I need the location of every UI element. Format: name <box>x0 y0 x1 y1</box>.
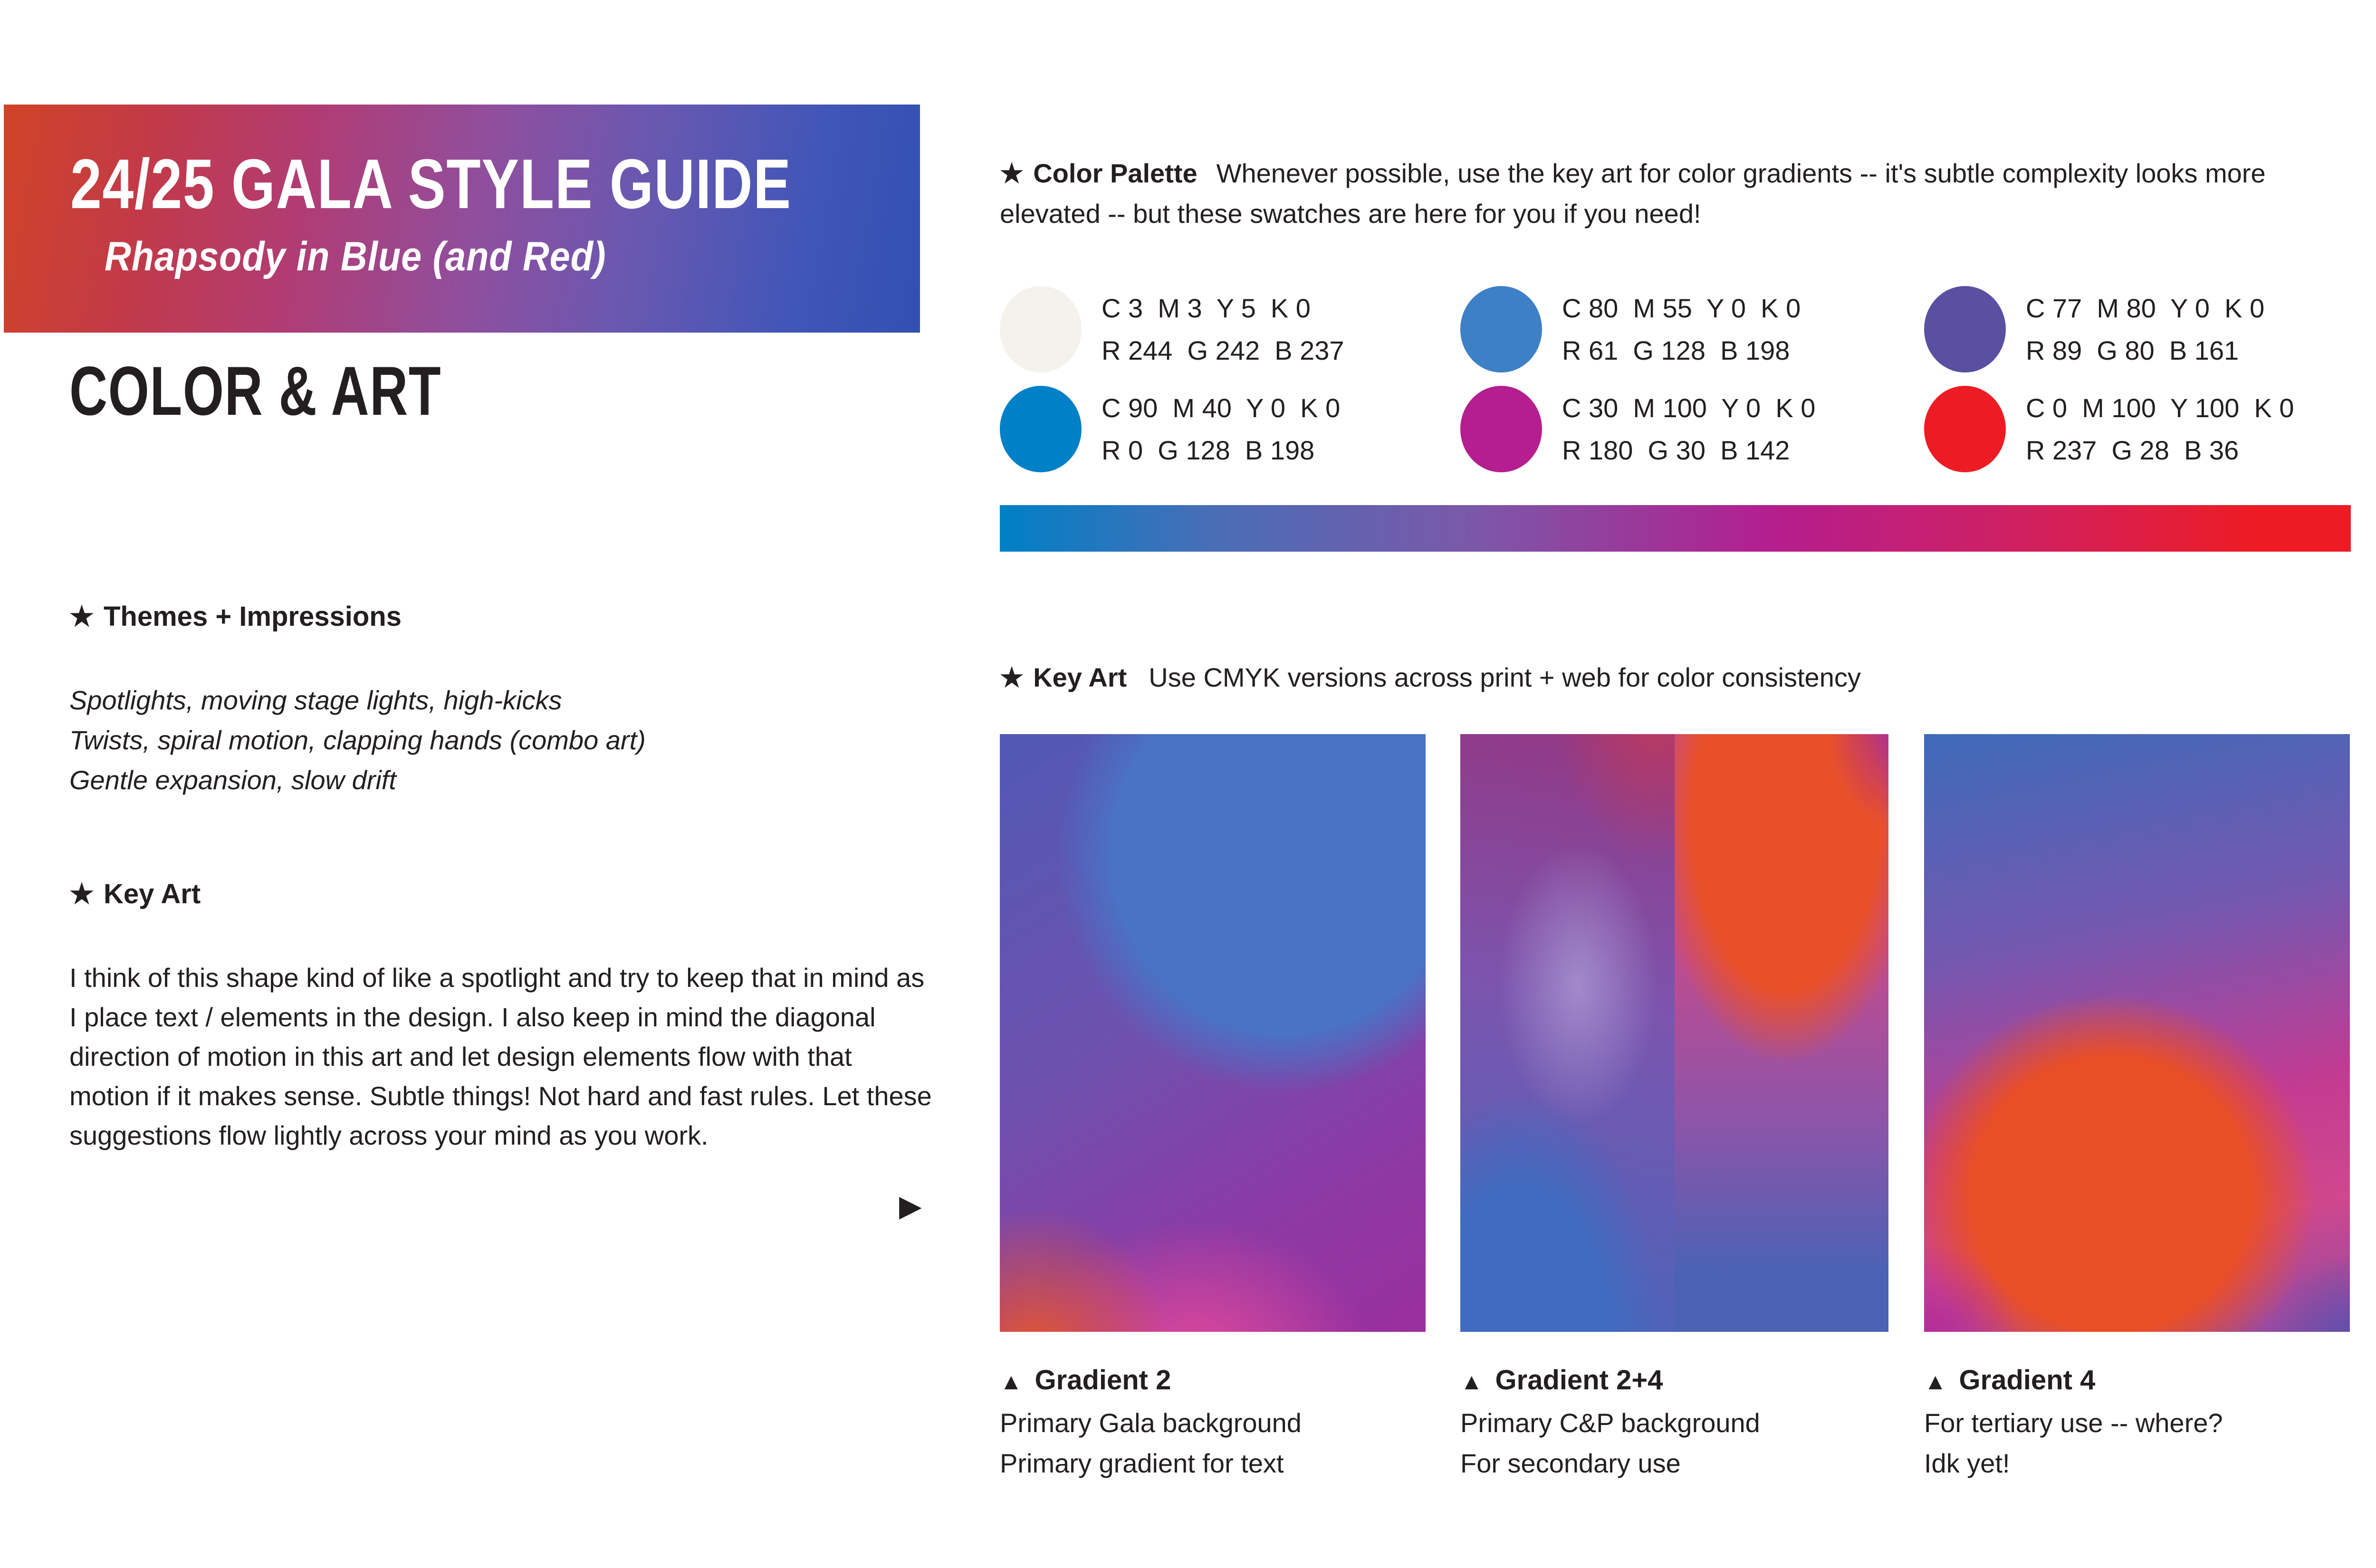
swatch-red: C 0 M 100 Y 100 K 0 R 237 G 28 B 36 <box>1924 386 2294 472</box>
caption-line: Primary Gala background <box>1000 1408 1302 1438</box>
swatch-circle <box>1000 386 1082 472</box>
palette-heading: ★ Color Palette <box>1000 158 1198 188</box>
gradient-2-art <box>1000 734 1426 1332</box>
swatch-circle <box>1460 386 1542 472</box>
caption-line: Idk yet! <box>1924 1448 2010 1478</box>
star-icon: ★ <box>1000 662 1024 692</box>
swatch-offwhite: C 3 M 3 Y 5 K 0 R 244 G 242 B 237 <box>1000 286 1344 373</box>
keyart-heading-left-label: Key Art <box>104 879 201 909</box>
gradient-4-name: Gradient 4 <box>1959 1365 2096 1396</box>
keyart-heading-right: ★ Key Art Use CMYK versions across print +… <box>1000 658 1861 698</box>
palette-description: Whenever possible, use the key art for c… <box>1000 158 2266 229</box>
swatch-values: C 77 M 80 Y 0 K 0 R 89 G 80 B 161 <box>2026 287 2264 372</box>
star-icon: ★ <box>1000 158 1024 188</box>
swatch-values: C 3 M 3 Y 5 K 0 R 244 G 242 B 237 <box>1102 287 1344 372</box>
triangle-up-icon: ▲ <box>1000 1369 1023 1395</box>
section-title: COLOR & ART <box>69 352 442 430</box>
star-icon: ★ <box>69 879 94 909</box>
swatch-cmyk: C 3 M 3 Y 5 K 0 <box>1102 293 1311 323</box>
swatch-circle <box>1000 286 1082 373</box>
swatch-rgb: R 0 G 128 B 198 <box>1102 435 1315 465</box>
theme-line: Gentle expansion, slow drift <box>69 765 396 795</box>
gradient-4-image <box>1924 734 2350 1332</box>
themes-heading-label: Themes + Impressions <box>104 601 402 632</box>
swatch-rgb: R 244 G 242 B 237 <box>1102 335 1344 365</box>
swatch-values: C 80 M 55 Y 0 K 0 R 61 G 128 B 198 <box>1562 287 1801 372</box>
swatch-cmyk: C 77 M 80 Y 0 K 0 <box>2026 293 2265 323</box>
swatch-values: C 90 M 40 Y 0 K 0 R 0 G 128 B 198 <box>1102 387 1340 471</box>
palette-intro: ★ Color Palette Whenever possible, use the… <box>1000 153 2349 234</box>
keyart-paragraph: I think of this shape kind of like a spo… <box>69 963 932 1150</box>
gradient-4-art <box>1924 734 2350 1332</box>
palette-gradient-bar <box>1000 505 2351 552</box>
swatch-rgb: R 61 G 128 B 198 <box>1562 335 1790 365</box>
keyart-heading-right-label: Key Art <box>1033 662 1127 692</box>
theme-line: Spotlights, moving stage lights, high-ki… <box>69 685 562 715</box>
swatch-cmyk: C 80 M 55 Y 0 K 0 <box>1562 293 1801 323</box>
gradient-2-4-art <box>1460 734 1888 1332</box>
swatch-rgb: R 180 G 30 B 142 <box>1562 435 1790 465</box>
swatch-process-blue: C 90 M 40 Y 0 K 0 R 0 G 128 B 198 <box>1000 386 1340 472</box>
swatch-cmyk: C 30 M 100 Y 0 K 0 <box>1562 393 1816 423</box>
themes-heading: ★ Themes + Impressions <box>69 600 402 634</box>
gradient-2-4-right-half <box>1674 734 1888 1332</box>
themes-list: Spotlights, moving stage lights, high-ki… <box>69 680 925 800</box>
gradient-4-caption-title: ▲ Gradient 4 <box>1924 1360 2371 1403</box>
gradient-2-4-caption-title: ▲ Gradient 2+4 <box>1460 1360 1907 1403</box>
triangle-right-icon: ▶ <box>899 1190 922 1223</box>
keyart-heading-left: ★ Key Art <box>69 877 201 911</box>
star-icon: ★ <box>69 601 94 632</box>
gradient-2-image <box>1000 734 1426 1332</box>
gradient-2-name: Gradient 2 <box>1035 1365 1171 1396</box>
page-title: 24/25 GALA STYLE GUIDE <box>70 145 792 223</box>
gradient-2-4-name: Gradient 2+4 <box>1495 1365 1663 1396</box>
triangle-up-icon: ▲ <box>1924 1369 1947 1395</box>
gradient-4-caption: ▲ Gradient 4 For tertiary use -- where? I… <box>1924 1360 2371 1483</box>
caption-line: Primary C&P background <box>1460 1408 1760 1438</box>
swatch-purple: C 77 M 80 Y 0 K 0 R 89 G 80 B 161 <box>1924 286 2264 373</box>
swatch-circle <box>1924 286 2006 373</box>
swatch-medium-blue: C 80 M 55 Y 0 K 0 R 61 G 128 B 198 <box>1460 286 1801 373</box>
gradient-2-4-left-half <box>1460 734 1675 1332</box>
keyart-heading-right-title: ★ Key Art <box>1000 662 1127 692</box>
gradient-2-4-caption: ▲ Gradient 2+4 Primary C&P background For… <box>1460 1360 1907 1483</box>
swatch-values: C 30 M 100 Y 0 K 0 R 180 G 30 B 142 <box>1562 387 1815 471</box>
page-subtitle: Rhapsody in Blue (and Red) <box>105 234 606 279</box>
gradient-2-caption: ▲ Gradient 2 Primary Gala background Prim… <box>1000 1360 1447 1483</box>
caption-line: For secondary use <box>1460 1448 1681 1478</box>
header-banner: 24/25 GALA STYLE GUIDE Rhapsody in Blue … <box>4 105 920 333</box>
palette-heading-label: Color Palette <box>1033 158 1198 188</box>
caption-line: For tertiary use -- where? <box>1924 1408 2223 1438</box>
keyart-note: Use CMYK versions across print + web for… <box>1149 662 1861 692</box>
swatch-magenta: C 30 M 100 Y 0 K 0 R 180 G 30 B 142 <box>1460 386 1815 472</box>
triangle-up-icon: ▲ <box>1460 1369 1483 1395</box>
swatch-values: C 0 M 100 Y 100 K 0 R 237 G 28 B 36 <box>2026 387 2294 471</box>
caption-line: Primary gradient for text <box>1000 1448 1284 1478</box>
swatch-rgb: R 89 G 80 B 161 <box>2026 335 2239 365</box>
swatch-circle <box>1924 386 2006 472</box>
theme-line: Twists, spiral motion, clapping hands (c… <box>69 725 646 755</box>
gradient-2-caption-title: ▲ Gradient 2 <box>1000 1360 1447 1403</box>
swatch-circle <box>1460 286 1542 373</box>
swatch-cmyk: C 90 M 40 Y 0 K 0 <box>1102 393 1341 423</box>
swatch-rgb: R 237 G 28 B 36 <box>2026 435 2239 465</box>
swatch-cmyk: C 0 M 100 Y 100 K 0 <box>2026 393 2294 423</box>
